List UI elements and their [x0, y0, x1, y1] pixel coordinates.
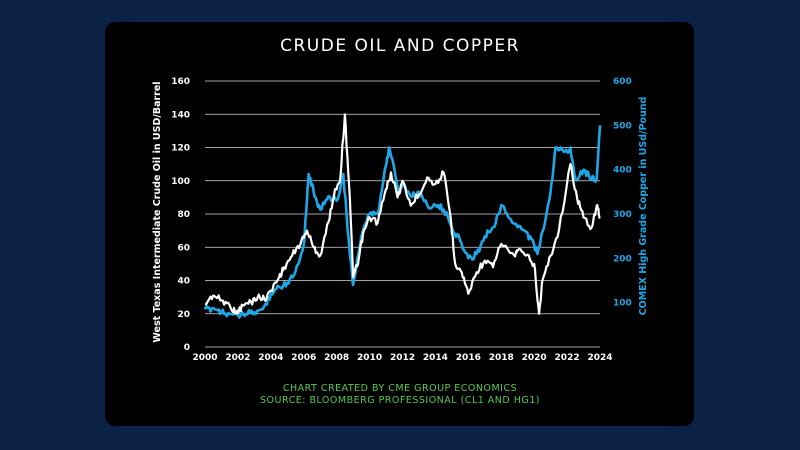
- left-tick-label: 160: [171, 77, 190, 87]
- x-tick-label: 2024: [587, 353, 612, 363]
- x-tick-label: 2018: [489, 353, 514, 363]
- left-tick-label: 60: [177, 243, 190, 253]
- x-tick-label: 2012: [390, 353, 415, 363]
- right-tick-label: 300: [613, 210, 632, 220]
- chart-card: [105, 22, 694, 426]
- footer-source: SOURCE: BLOOMBERG PROFESSIONAL (CL1 AND …: [260, 395, 540, 406]
- x-tick-label: 2016: [456, 353, 481, 363]
- right-tick-label: 100: [613, 299, 632, 309]
- right-tick-label: 400: [613, 166, 632, 176]
- left-tick-label: 100: [171, 177, 190, 187]
- x-tick-label: 2006: [291, 353, 316, 363]
- left-tick-label: 80: [177, 210, 190, 220]
- footer-credit: CHART CREATED BY CME GROUP ECONOMICS: [282, 383, 518, 394]
- left-tick-label: 40: [177, 277, 190, 287]
- chart-footer: CHART CREATED BY CME GROUP ECONOMICS SOU…: [0, 383, 800, 407]
- x-tick-label: 2022: [555, 353, 580, 363]
- x-tick-label: 2002: [225, 353, 250, 363]
- right-tick-label: 200: [613, 254, 632, 264]
- crude-oil-line: [204, 113, 601, 315]
- x-tick-label: 2004: [258, 353, 283, 363]
- left-axis-label: West Texas Intermediate Crude Oil in USD…: [152, 81, 163, 342]
- chart-title: CRUDE OIL AND COPPER: [280, 36, 520, 56]
- left-tick-label: 120: [171, 144, 190, 154]
- right-tick-label: 600: [613, 77, 632, 87]
- left-tick-label: 0: [184, 343, 190, 353]
- x-tick-label: 2008: [324, 353, 349, 363]
- x-tick-label: 2020: [522, 353, 547, 363]
- x-tick-label: 2010: [357, 353, 382, 363]
- right-tick-label: 500: [613, 121, 632, 131]
- left-tick-label: 20: [177, 310, 190, 320]
- x-tick-label: 2014: [423, 353, 448, 363]
- right-axis-label: COMEX High Grade Copper in USd/Pound: [638, 97, 649, 316]
- x-tick-label: 2000: [192, 353, 217, 363]
- left-tick-label: 140: [171, 110, 190, 120]
